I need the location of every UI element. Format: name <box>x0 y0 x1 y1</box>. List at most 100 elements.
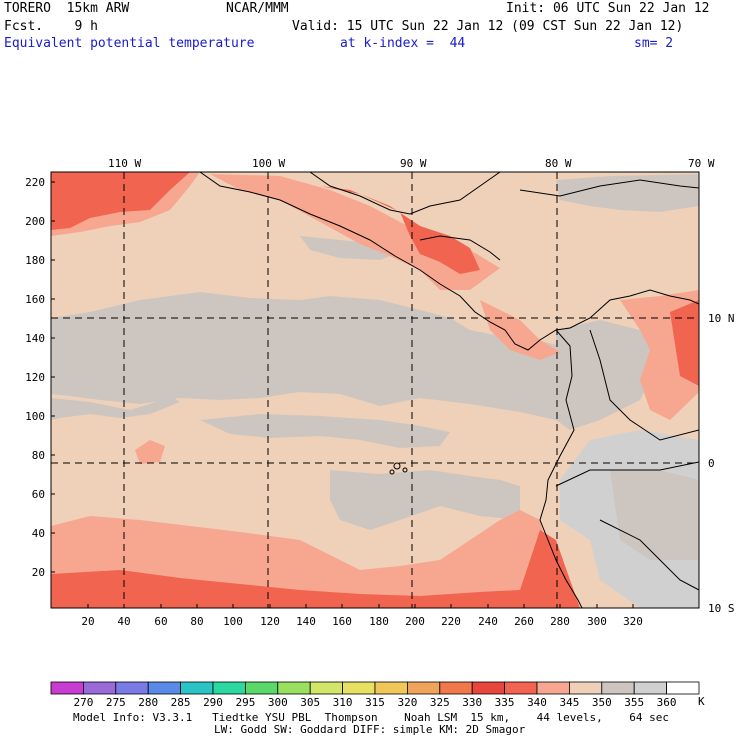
x-tick-label: 40 <box>117 615 130 628</box>
x-tick-label: 120 <box>260 615 280 628</box>
colorbar-swatch <box>666 681 700 695</box>
galapagos-island-1 <box>393 462 401 470</box>
colorbar-label: 345 <box>559 696 579 709</box>
colorbar-label: 335 <box>495 696 515 709</box>
axis-labels: 110 W 100 W 90 W 80 W 70 W 10 N 0 10 S 2… <box>25 157 734 628</box>
colorbar-swatch <box>244 681 279 695</box>
colorbar-label: 355 <box>624 696 644 709</box>
border-peru-brazil <box>599 519 699 591</box>
colorbar-swatch <box>342 681 376 695</box>
level-label: at k-index = 44 <box>340 36 466 51</box>
colorbar-label: 300 <box>268 696 288 709</box>
x-tick-label: 20 <box>81 615 94 628</box>
field-band-345-south <box>330 470 520 530</box>
colorbar-swatch <box>633 681 668 695</box>
colorbar-label: 280 <box>138 696 158 709</box>
lat-label-2: 10 S <box>708 602 735 615</box>
border-colombia <box>589 329 699 441</box>
colorbar-swatch <box>406 681 441 695</box>
colorbar-label: 325 <box>430 696 450 709</box>
lon-label-1: 100 W <box>252 157 285 170</box>
y-tick-label: 180 <box>25 254 45 267</box>
colorbar-swatch <box>83 681 117 695</box>
coast-yucatan <box>309 172 501 215</box>
y-tick-label: 60 <box>32 488 45 501</box>
colorbar-swatch <box>439 681 473 695</box>
field-band-345-colombia <box>556 320 660 430</box>
colorbar-swatch <box>50 681 84 695</box>
colorbar-swatch <box>374 681 408 695</box>
x-tick-label: 60 <box>154 615 167 628</box>
field-band-330-south <box>51 530 580 608</box>
model-info-line-2: LW: Godd SW: Goddard DIFF: simple KM: 2D… <box>214 723 526 736</box>
field-band-345-west <box>51 396 180 420</box>
field-band-330-northwest <box>51 172 190 230</box>
coast-south-america <box>539 329 583 608</box>
galapagos-island-3 <box>389 469 395 475</box>
y-tick-label: 160 <box>25 293 45 306</box>
lon-label-0: 110 W <box>108 157 141 170</box>
lon-label-4: 70 W <box>688 157 715 170</box>
field-name: Equivalent potential temperature <box>4 36 255 51</box>
coast-cuba <box>519 179 699 197</box>
lon-label-3: 80 W <box>545 157 572 170</box>
lat-label-0: 10 N <box>708 312 735 325</box>
colorbar-label: 285 <box>171 696 191 709</box>
x-tick-label: 180 <box>369 615 389 628</box>
y-tick-label: 20 <box>32 566 45 579</box>
y-axis-ticks <box>51 181 55 573</box>
colorbar-label: 340 <box>527 696 547 709</box>
y-tick-label: 140 <box>25 332 45 345</box>
colorbar-label: 315 <box>365 696 385 709</box>
field-band-345-north <box>300 236 400 260</box>
colorbar-swatch <box>536 681 570 695</box>
colorbar-swatch <box>471 681 506 695</box>
x-tick-label: 100 <box>223 615 243 628</box>
colorbar-label: 350 <box>592 696 612 709</box>
x-tick-label: 220 <box>441 615 461 628</box>
y-tick-label: 220 <box>25 176 45 189</box>
colorbar-label: 270 <box>73 696 93 709</box>
field-band-345-mid <box>200 414 450 448</box>
colorbar-swatch <box>504 681 538 695</box>
field-band-330-venezuela <box>670 300 699 386</box>
colorbar-label: 360 <box>657 696 677 709</box>
map-frame <box>50 171 700 609</box>
x-tick-label: 300 <box>587 615 607 628</box>
colorbar-label: 295 <box>235 696 255 709</box>
colorbar-label: 310 <box>333 696 353 709</box>
colorbar-swatch <box>601 681 635 695</box>
colorbar-swatch <box>212 681 246 695</box>
colorbar-label: 305 <box>300 696 320 709</box>
field-band-335-costa-rica <box>480 300 560 360</box>
colorbar-swatch <box>569 681 603 695</box>
border-honduras <box>419 235 501 261</box>
init-time: Init: 06 UTC Sun 22 Jan 12 <box>506 1 710 16</box>
field-band-335-spot <box>135 440 165 464</box>
x-tick-label: 280 <box>550 615 570 628</box>
colorbar-label: 290 <box>203 696 223 709</box>
x-axis-ticks <box>87 604 634 608</box>
colorbar-label: 275 <box>106 696 126 709</box>
field-band-345-central <box>51 292 556 420</box>
x-tick-label: 260 <box>514 615 534 628</box>
x-tick-label: 140 <box>296 615 316 628</box>
colorbar-swatch <box>309 681 344 695</box>
colorbar-labels: 270 275 280 285 290 295 300 305 310 315 320 325 330 3… <box>73 696 676 709</box>
x-tick-label: 80 <box>190 615 203 628</box>
org-label: NCAR/MMM <box>226 1 289 16</box>
y-tick-label: 80 <box>32 449 45 462</box>
valid-time: Valid: 15 UTC Sun 22 Jan 12 (09 CST Sun … <box>292 19 684 34</box>
forecast-hour: Fcst. 9 h <box>4 19 98 34</box>
field-band-330-central-america <box>320 186 480 274</box>
colorbar-swatch <box>115 681 149 695</box>
colorbar-label: 330 <box>462 696 482 709</box>
model-info-line-1: Model Info: V3.3.1 Tiedtke YSU PBL Thomp… <box>73 711 670 724</box>
coastlines <box>199 172 699 608</box>
y-tick-label: 120 <box>25 371 45 384</box>
lon-label-2: 90 W <box>400 157 427 170</box>
colorbar-swatch <box>277 681 311 695</box>
colorbar-swatch <box>180 681 214 695</box>
galapagos-island-2 <box>402 467 408 473</box>
